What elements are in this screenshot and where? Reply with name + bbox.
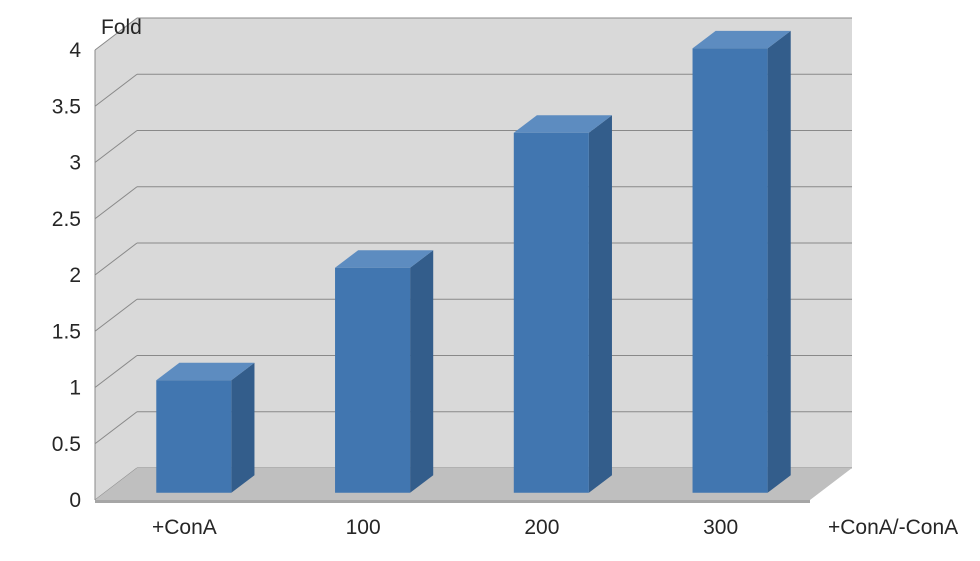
x-tick-label: 200 xyxy=(524,516,559,539)
y-tick-label: 0.5 xyxy=(52,433,81,456)
y-tick-label: 1.5 xyxy=(52,320,81,343)
y-tick-label: 0 xyxy=(69,489,81,512)
y-tick-label: 3.5 xyxy=(52,95,81,118)
bar xyxy=(335,250,433,493)
x-tick-label: +ConA xyxy=(152,516,217,539)
x-tick-label: 100 xyxy=(346,516,381,539)
y-tick-label: 4 xyxy=(69,39,81,62)
y-tick-label: 2.5 xyxy=(52,208,81,231)
y-tick-label: 2 xyxy=(69,264,81,287)
floor-front xyxy=(95,500,810,503)
bar xyxy=(156,363,254,493)
x-axis-title: +ConA/-ConA xyxy=(828,516,958,539)
x-tick-label: 300 xyxy=(703,516,738,539)
y-tick-label: 3 xyxy=(69,152,81,175)
bar3d-chart: 0 0.5 1 1.5 2 2.5 3 3.5 4 Fold +ConA 100 200 300 +ConA… xyxy=(0,0,980,561)
y-axis-title: Fold xyxy=(101,16,142,39)
bar xyxy=(514,115,612,493)
bar xyxy=(693,31,791,493)
y-tick-label: 1 xyxy=(69,377,81,400)
